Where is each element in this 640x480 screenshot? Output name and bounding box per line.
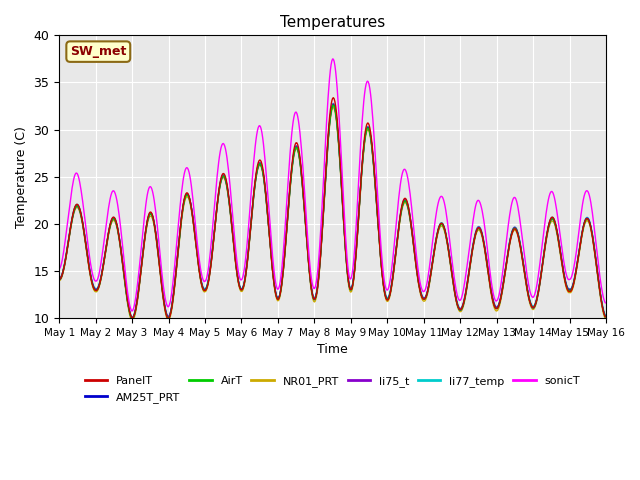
X-axis label: Time: Time [317,343,348,356]
PanelT [416,288,424,293]
li75_t [330,101,337,107]
Text: SW_met: SW_met [70,45,127,58]
NR01_PRT [55,277,63,283]
AM25T_PRT [65,235,73,240]
sonicT [122,269,129,275]
sonicT [329,56,337,62]
li77_temp [55,276,63,282]
Line: AM25T_PRT: AM25T_PRT [59,105,605,318]
li77_temp [330,100,337,106]
AirT [122,282,129,288]
NR01_PRT [207,267,214,273]
sonicT [416,279,424,285]
PanelT [602,314,609,320]
li75_t [178,215,186,221]
Title: Temperatures: Temperatures [280,15,385,30]
li77_temp [207,264,214,270]
AirT [416,287,424,292]
NR01_PRT [178,218,186,224]
li75_t [416,286,424,291]
AirT [128,316,136,322]
sonicT [207,250,214,255]
NR01_PRT [602,316,609,322]
sonicT [128,308,136,314]
li75_t [128,315,136,321]
Line: li77_temp: li77_temp [59,103,605,317]
NR01_PRT [416,289,424,295]
Line: AirT: AirT [59,105,605,319]
NR01_PRT [65,236,73,242]
AirT [65,235,73,240]
AM25T_PRT [400,199,408,204]
PanelT [65,234,73,240]
AirT [207,266,214,272]
li75_t [400,198,408,204]
li77_temp [122,281,129,287]
Line: sonicT: sonicT [59,59,605,311]
AM25T_PRT [55,276,63,282]
Legend: PanelT, AM25T_PRT, AirT, NR01_PRT, li75_t, li77_temp, sonicT: PanelT, AM25T_PRT, AirT, NR01_PRT, li75_… [81,372,584,407]
li77_temp [602,312,609,318]
li77_temp [400,197,408,203]
sonicT [65,207,73,213]
Line: NR01_PRT: NR01_PRT [59,108,605,321]
NR01_PRT [400,201,408,206]
li77_temp [164,314,172,320]
Line: PanelT: PanelT [59,98,605,319]
sonicT [602,300,609,306]
li77_temp [65,233,73,239]
AM25T_PRT [207,266,214,272]
PanelT [207,267,214,273]
Y-axis label: Temperature (C): Temperature (C) [15,126,28,228]
AM25T_PRT [178,216,186,221]
AirT [55,276,63,282]
AirT [400,199,408,204]
AM25T_PRT [602,313,609,319]
sonicT [400,167,408,172]
NR01_PRT [330,105,337,110]
PanelT [164,316,172,322]
li75_t [207,265,214,271]
li75_t [65,234,73,240]
PanelT [55,276,63,282]
sonicT [178,190,186,196]
AM25T_PRT [416,287,424,293]
NR01_PRT [122,284,129,289]
PanelT [122,281,129,287]
PanelT [400,196,408,202]
li75_t [602,313,609,319]
AirT [602,314,609,320]
sonicT [55,266,63,272]
AirT [178,216,186,222]
AM25T_PRT [330,102,337,108]
AM25T_PRT [122,282,129,288]
PanelT [178,215,186,221]
li75_t [122,281,129,287]
li75_t [55,276,63,281]
AM25T_PRT [128,315,136,321]
Line: li75_t: li75_t [59,104,605,318]
li77_temp [178,215,186,221]
AirT [330,102,337,108]
NR01_PRT [128,318,136,324]
li77_temp [416,286,424,291]
PanelT [330,95,337,101]
